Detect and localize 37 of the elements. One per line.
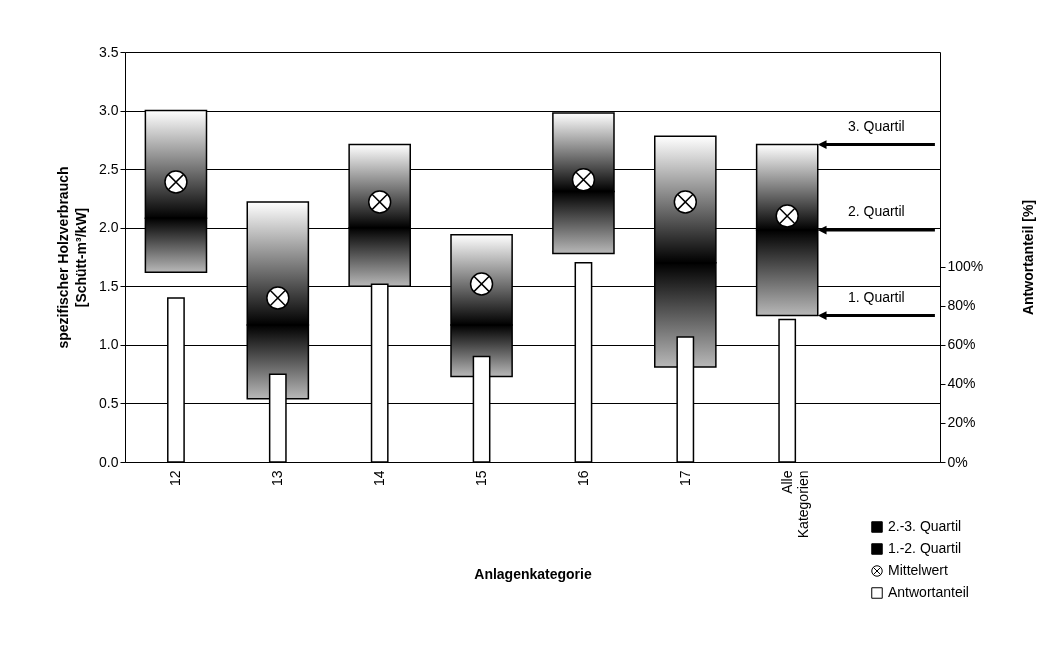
x-tick-label: 13 <box>269 470 286 487</box>
point <box>367 190 392 214</box>
x-tick-label: 16 <box>574 470 591 487</box>
y-tick-label: 1.0 <box>99 336 119 353</box>
x-tick-label: 17 <box>676 470 693 487</box>
point <box>775 204 799 228</box>
annotation: 1. Quartil <box>847 288 905 305</box>
point <box>673 190 698 214</box>
legend-label: 2.-3. Quartil <box>888 518 962 534</box>
y2-tick-label: 20% <box>947 414 976 431</box>
annotation: 3. Quartil <box>847 117 905 134</box>
y-tick-label: 0.0 <box>99 453 119 470</box>
y-tick-label: 3.0 <box>99 102 119 119</box>
y-tick-label: 2.0 <box>99 219 119 236</box>
x-tick-label: Alle Kategorien <box>778 470 811 539</box>
y2-tick-label: 80% <box>947 297 976 314</box>
x-axis-title: Anlagenkategorie <box>474 566 592 583</box>
y2-axis-title: Antwortanteil [%] <box>1019 199 1036 316</box>
point <box>266 286 290 310</box>
legend-label: 1.-2. Quartil <box>888 540 962 556</box>
y-tick-label: 1.5 <box>99 277 119 294</box>
y-axis-title: spezifischer Holzverbrauch [Schütt-m³/kW] <box>55 166 90 349</box>
annotation: 2. Quartil <box>847 203 905 220</box>
x-tick-label: 12 <box>167 470 184 487</box>
y2-tick-label: 0% <box>947 453 968 470</box>
x-tick-label: 15 <box>473 470 490 487</box>
y2-tick-label: 40% <box>947 375 976 392</box>
y2-tick-label: 60% <box>947 336 976 353</box>
legend-label: Antwortanteil <box>888 584 969 600</box>
point <box>164 170 188 194</box>
y2-tick-label: 100% <box>947 258 984 275</box>
y-tick-label: 3.5 <box>99 43 119 60</box>
point <box>571 167 596 192</box>
legend-label: Mittelwert <box>888 562 949 578</box>
y-tick-label: 0.5 <box>99 394 119 411</box>
x-tick-label: 14 <box>371 470 388 487</box>
y-tick-label: 2.5 <box>99 160 119 177</box>
